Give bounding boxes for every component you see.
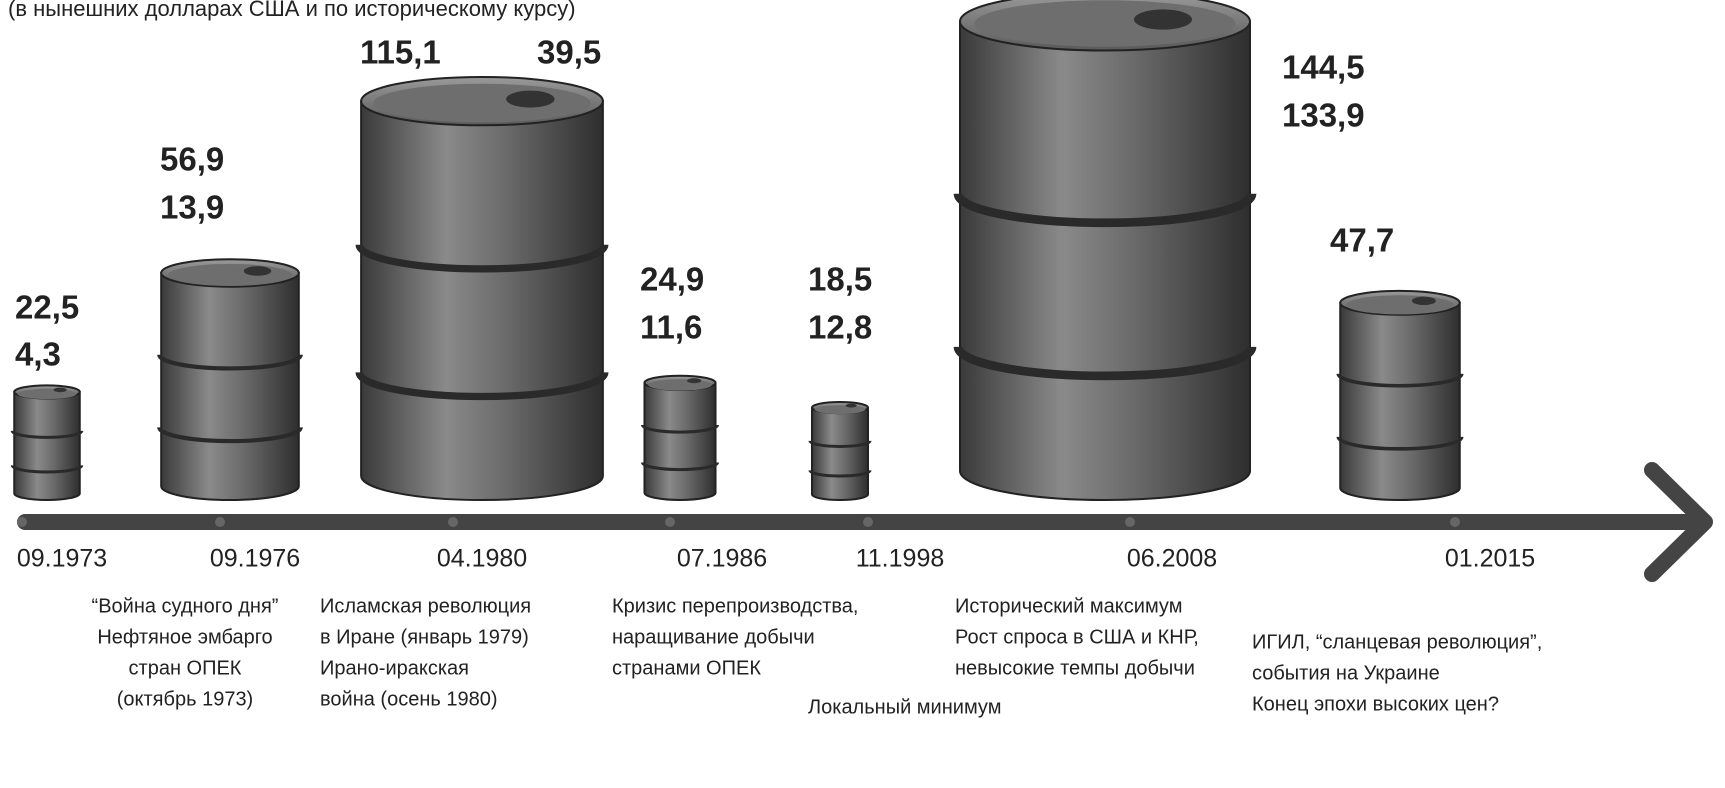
barrel-rib: [953, 346, 1257, 381]
value-label: 56,9: [160, 141, 224, 178]
value-label: 11,6: [640, 309, 702, 346]
barrel: [808, 400, 872, 501]
barrel-body: [810, 406, 870, 501]
annotation: Конец эпохи высоких цен?: [1252, 693, 1499, 715]
barrel-body: [13, 390, 81, 502]
barrel-rib: [355, 244, 609, 273]
barrel-top-inner: [373, 83, 591, 123]
annotation: Исламская революция: [320, 595, 531, 617]
timeline-dot: [863, 517, 873, 527]
date-label: 06.2008: [1127, 545, 1217, 573]
annotation: наращивание добычи: [612, 626, 815, 648]
barrel-cap: [53, 387, 67, 393]
timeline-dot: [1125, 517, 1135, 527]
barrel-body: [959, 20, 1251, 501]
annotation: невысокие темпы добычи: [955, 657, 1195, 679]
barrel-rib: [10, 430, 84, 439]
date-label: 09.1976: [210, 545, 300, 573]
value-label: 24,9: [640, 261, 704, 298]
annotation: (октябрь 1973): [117, 688, 253, 710]
date-label: 04.1980: [437, 545, 527, 573]
barrel-rib: [10, 464, 84, 474]
barrel-top-inner: [648, 379, 712, 391]
value-label: 18,5: [808, 261, 872, 298]
value-label: 12,8: [808, 309, 872, 346]
annotation: в Иране (январь 1979): [320, 626, 529, 648]
barrel-rib: [808, 469, 872, 478]
annotation: Исторический максимум: [955, 595, 1182, 617]
value-label: 39,5: [537, 34, 601, 71]
date-label: 01.2015: [1445, 545, 1535, 573]
barrel: [1336, 289, 1464, 501]
annotation: события на Украине: [1252, 662, 1440, 684]
timeline-dot: [448, 517, 458, 527]
value-label: 47,7: [1330, 222, 1394, 259]
subtitle: (в нынешних долларах США и по историческ…: [8, 0, 576, 21]
barrel-cap: [845, 403, 857, 408]
barrel-top-inner: [17, 388, 77, 400]
barrel-rib: [953, 193, 1257, 228]
barrel-cap: [506, 90, 555, 108]
barrel-rib: [1336, 436, 1464, 451]
barrel-body: [360, 100, 604, 501]
annotation: Рост спроса в США и КНР,: [955, 626, 1199, 648]
barrel-body: [1339, 301, 1461, 501]
timeline-dot: [665, 517, 675, 527]
annotation: странами ОПЕК: [612, 657, 761, 679]
annotation: ИГИЛ, “сланцевая революция”,: [1252, 631, 1542, 653]
barrel-rib: [640, 424, 720, 434]
barrel-cap: [687, 378, 702, 384]
barrel: [640, 374, 720, 501]
annotation: Локальный минимум: [808, 696, 1001, 718]
barrel-cap: [1411, 296, 1436, 306]
value-label: 115,1: [360, 34, 441, 71]
barrel-rib: [1336, 373, 1464, 388]
barrel-rib: [808, 440, 872, 448]
annotation: стран ОПЕК: [129, 657, 242, 679]
barrel-top-inner: [974, 0, 1236, 47]
barrel-rib: [640, 462, 720, 472]
value-label: 13,9: [160, 189, 224, 226]
barrel-body: [643, 381, 717, 501]
value-label: 133,9: [1282, 97, 1365, 134]
barrel-cap: [243, 266, 272, 276]
annotation: “Война судного дня”: [92, 595, 279, 617]
barrel: [157, 258, 303, 501]
barrel: [953, 0, 1257, 501]
barrel-top-inner: [1346, 295, 1454, 315]
timeline-dot: [215, 517, 225, 527]
value-label: 22,5: [15, 289, 79, 326]
value-label: 4,3: [15, 336, 61, 373]
annotation: Нефтяное эмбарго: [97, 626, 272, 648]
barrel-top-inner: [814, 405, 866, 415]
barrel: [355, 75, 609, 501]
barrel-rib: [157, 426, 303, 444]
barrel: [10, 384, 84, 502]
barrel-body: [160, 271, 300, 501]
date-label: 07.1986: [677, 545, 767, 573]
date-label: 09.1973: [17, 545, 107, 573]
barrel-cap: [1134, 9, 1192, 30]
timeline: [17, 462, 1713, 582]
barrel-top-inner: [168, 263, 292, 286]
date-label: 11.1998: [856, 545, 945, 573]
value-label: 144,5: [1282, 49, 1365, 86]
annotation: Ирано-иракская: [320, 657, 469, 679]
barrel-rib: [157, 354, 303, 371]
timeline-dot: [1450, 517, 1460, 527]
barrel-rib: [355, 371, 609, 401]
timeline-dot: [17, 517, 27, 527]
annotation: война (осень 1980): [320, 688, 498, 710]
annotation: Кризис перепроизводства,: [612, 595, 858, 617]
